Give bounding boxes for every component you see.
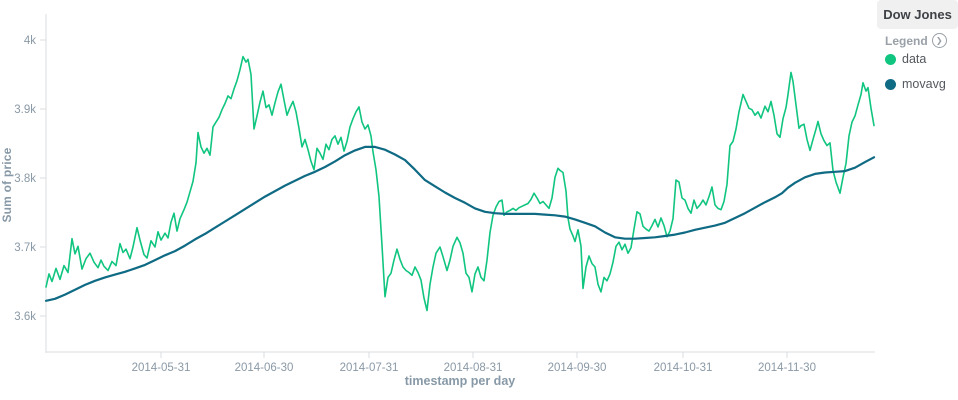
x-tick-label: 2014-06-30	[235, 362, 294, 374]
x-tick-label: 2014-10-31	[654, 362, 713, 374]
y-tick-label: 3.7k	[14, 242, 36, 254]
legend-item-movavg[interactable]: movavg	[885, 77, 946, 91]
legend-item-data[interactable]: data	[885, 52, 946, 66]
y-tick-label: 3.8k	[14, 173, 36, 185]
y-tick-label: 4k	[24, 35, 36, 47]
y-tick-label: 3.9k	[14, 104, 36, 116]
data-series-line	[45, 55, 875, 312]
y-tick-label: 3.6k	[14, 311, 36, 323]
x-axis-title: timestamp per day	[404, 374, 516, 388]
y-axis-title: Sum of price	[0, 147, 14, 223]
legend-toggle[interactable]: Legend ❯	[885, 33, 947, 48]
x-tick-label: 2014-07-31	[340, 362, 399, 374]
x-tick-label: 2014-05-31	[132, 362, 191, 374]
legend-panel: Dow Jones Legend ❯ data movavg	[877, 0, 958, 400]
legend-swatch-movavg[interactable]	[885, 78, 896, 90]
x-tick-label: 2014-08-31	[444, 362, 503, 374]
legend-items: data movavg	[885, 52, 946, 102]
x-tick-label: 2014-09-30	[548, 362, 607, 374]
legend-swatch-data[interactable]	[885, 53, 896, 65]
movavg-series-line	[44, 145, 876, 302]
panel-title: Dow Jones	[877, 0, 958, 29]
legend-label: movavg	[902, 77, 946, 91]
legend-collapse-icon[interactable]: ❯	[931, 33, 947, 48]
legend-label: data	[902, 52, 927, 66]
legend-toggle-label: Legend	[885, 33, 928, 48]
x-tick-label: 2014-11-30	[758, 362, 816, 374]
